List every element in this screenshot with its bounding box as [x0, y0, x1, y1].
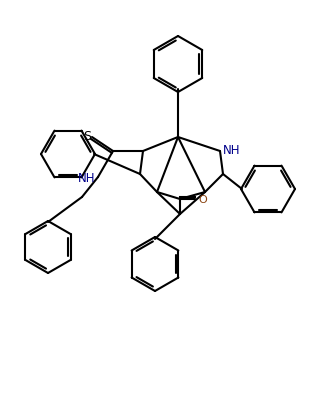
Text: S: S	[83, 129, 91, 142]
Text: NH: NH	[78, 172, 95, 185]
Text: NH: NH	[223, 144, 240, 157]
Text: O: O	[198, 194, 207, 205]
